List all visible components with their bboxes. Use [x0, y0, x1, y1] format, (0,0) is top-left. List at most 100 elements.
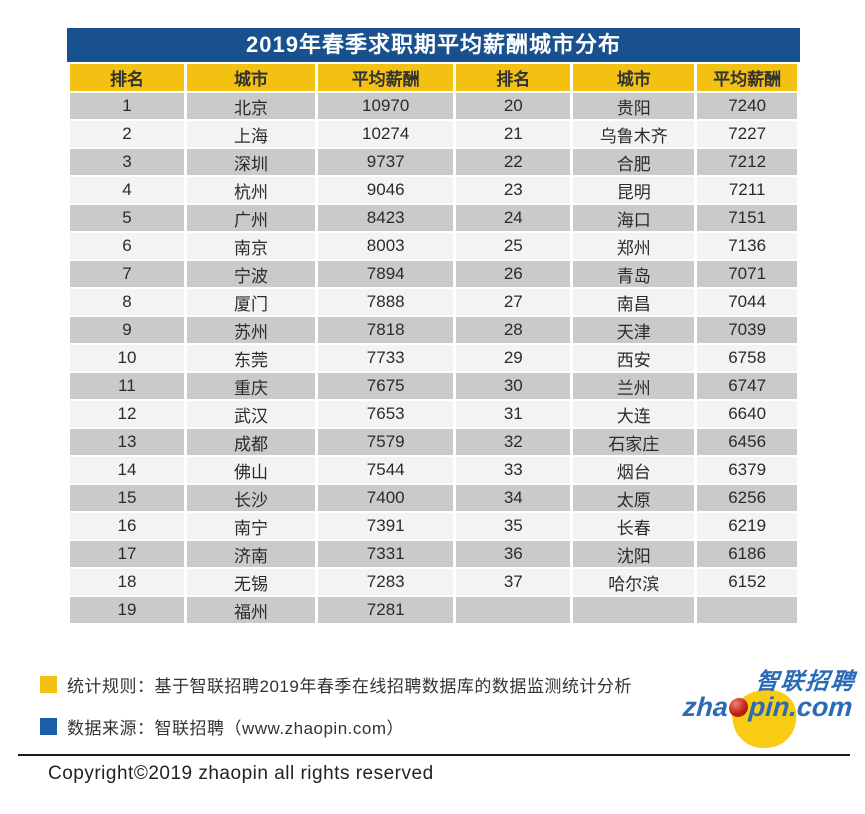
city-cell: 兰州 — [573, 373, 695, 399]
salary-cell: 7818 — [318, 317, 454, 343]
table-row: 6 南京 8003 25 郑州 7136 — [70, 233, 797, 259]
city-cell: 重庆 — [186, 373, 316, 399]
salary-cell: 7331 — [318, 541, 454, 567]
note-text: 数据来源：智联招聘（www.zhaopin.com） — [67, 719, 405, 738]
logo-red-ball-icon — [728, 698, 749, 717]
rank-cell: 35 — [456, 513, 571, 539]
rank-cell: 28 — [456, 317, 571, 343]
table-row: 18 无锡 7283 37 哈尔滨 6152 — [70, 569, 797, 595]
city-cell: 东莞 — [186, 345, 316, 371]
city-cell: 广州 — [186, 205, 316, 231]
salary-cell: 6640 — [697, 401, 797, 427]
rank-cell: 26 — [456, 261, 571, 287]
rank-cell: 34 — [456, 485, 571, 511]
table-row: 9 苏州 7818 28 天津 7039 — [70, 317, 797, 343]
rank-cell: 25 — [456, 233, 571, 259]
rank-cell: 21 — [456, 121, 571, 147]
rank-cell: 16 — [70, 513, 184, 539]
city-cell: 长春 — [573, 513, 695, 539]
salary-table-block: 2019年春季求职期平均薪酬城市分布 排名 城市 平均薪酬 排名 城市 平均薪酬… — [67, 28, 800, 625]
note-statistics-rule: 统计规则：基于智联招聘2019年春季在线招聘数据库的数据监测统计分析 — [40, 672, 632, 697]
city-cell: 佛山 — [186, 457, 316, 483]
city-cell: 太原 — [573, 485, 695, 511]
salary-cell: 7733 — [318, 345, 454, 371]
table-row: 7 宁波 7894 26 青岛 7071 — [70, 261, 797, 287]
table-row: 1 北京 10970 20 贵阳 7240 — [70, 93, 797, 119]
city-cell: 天津 — [573, 317, 695, 343]
salary-cell: 7391 — [318, 513, 454, 539]
salary-cell: 6456 — [697, 429, 797, 455]
table-row: 2 上海 10274 21 乌鲁木齐 7227 — [70, 121, 797, 147]
city-cell: 烟台 — [573, 457, 695, 483]
rank-cell — [456, 597, 571, 623]
city-cell: 南昌 — [573, 289, 695, 315]
blue-square-bullet-icon — [40, 718, 57, 735]
salary-cell: 7579 — [318, 429, 454, 455]
header-salary-right: 平均薪酬 — [697, 64, 797, 91]
rank-cell: 27 — [456, 289, 571, 315]
city-cell: 武汉 — [186, 401, 316, 427]
header-rank-left: 排名 — [70, 64, 184, 91]
rank-cell: 13 — [70, 429, 184, 455]
table-row: 12 武汉 7653 31 大连 6640 — [70, 401, 797, 427]
zhaopin-logo: 智联招聘 zha pin.com — [681, 656, 858, 755]
city-cell: 厦门 — [186, 289, 316, 315]
city-cell: 昆明 — [573, 177, 695, 203]
logo-domain-left: zha — [681, 692, 730, 722]
salary-cell: 6747 — [697, 373, 797, 399]
rank-cell: 33 — [456, 457, 571, 483]
rank-cell: 14 — [70, 457, 184, 483]
rank-cell: 32 — [456, 429, 571, 455]
footer-divider-line — [18, 754, 850, 756]
rank-cell: 6 — [70, 233, 184, 259]
rank-cell: 22 — [456, 149, 571, 175]
city-cell: 苏州 — [186, 317, 316, 343]
salary-cell: 7071 — [697, 261, 797, 287]
salary-cell: 8003 — [318, 233, 454, 259]
note-text: 统计规则：基于智联招聘2019年春季在线招聘数据库的数据监测统计分析 — [67, 677, 632, 696]
salary-cell: 7044 — [697, 289, 797, 315]
rank-cell: 31 — [456, 401, 571, 427]
rank-cell: 37 — [456, 569, 571, 595]
salary-cell: 9737 — [318, 149, 454, 175]
rank-cell: 4 — [70, 177, 184, 203]
salary-cell: 10274 — [318, 121, 454, 147]
city-cell: 南京 — [186, 233, 316, 259]
city-cell: 上海 — [186, 121, 316, 147]
footnotes: 统计规则：基于智联招聘2019年春季在线招聘数据库的数据监测统计分析 数据来源：… — [40, 672, 632, 756]
salary-cell: 7039 — [697, 317, 797, 343]
table-row: 13 成都 7579 32 石家庄 6456 — [70, 429, 797, 455]
city-cell: 西安 — [573, 345, 695, 371]
city-cell: 沈阳 — [573, 541, 695, 567]
salary-cell: 6758 — [697, 345, 797, 371]
salary-cell: 7151 — [697, 205, 797, 231]
rank-cell: 23 — [456, 177, 571, 203]
table-row: 17 济南 7331 36 沈阳 6186 — [70, 541, 797, 567]
city-cell: 济南 — [186, 541, 316, 567]
rank-cell: 8 — [70, 289, 184, 315]
salary-cell: 7888 — [318, 289, 454, 315]
header-city-right: 城市 — [573, 64, 695, 91]
city-cell: 长沙 — [186, 485, 316, 511]
city-cell: 海口 — [573, 205, 695, 231]
table-row: 14 佛山 7544 33 烟台 6379 — [70, 457, 797, 483]
rank-cell: 1 — [70, 93, 184, 119]
table-row: 5 广州 8423 24 海口 7151 — [70, 205, 797, 231]
salary-cell: 7675 — [318, 373, 454, 399]
salary-cell: 7240 — [697, 93, 797, 119]
salary-cell: 6379 — [697, 457, 797, 483]
city-cell: 乌鲁木齐 — [573, 121, 695, 147]
salary-cell: 7136 — [697, 233, 797, 259]
salary-cell: 6186 — [697, 541, 797, 567]
salary-cell: 7212 — [697, 149, 797, 175]
logo-domain-right: pin.com — [748, 692, 854, 722]
salary-cell: 10970 — [318, 93, 454, 119]
table-row: 15 长沙 7400 34 太原 6256 — [70, 485, 797, 511]
city-cell: 无锡 — [186, 569, 316, 595]
salary-cell: 6219 — [697, 513, 797, 539]
rank-cell: 2 — [70, 121, 184, 147]
city-cell: 合肥 — [573, 149, 695, 175]
city-cell: 大连 — [573, 401, 695, 427]
rank-cell: 17 — [70, 541, 184, 567]
salary-cell: 9046 — [318, 177, 454, 203]
